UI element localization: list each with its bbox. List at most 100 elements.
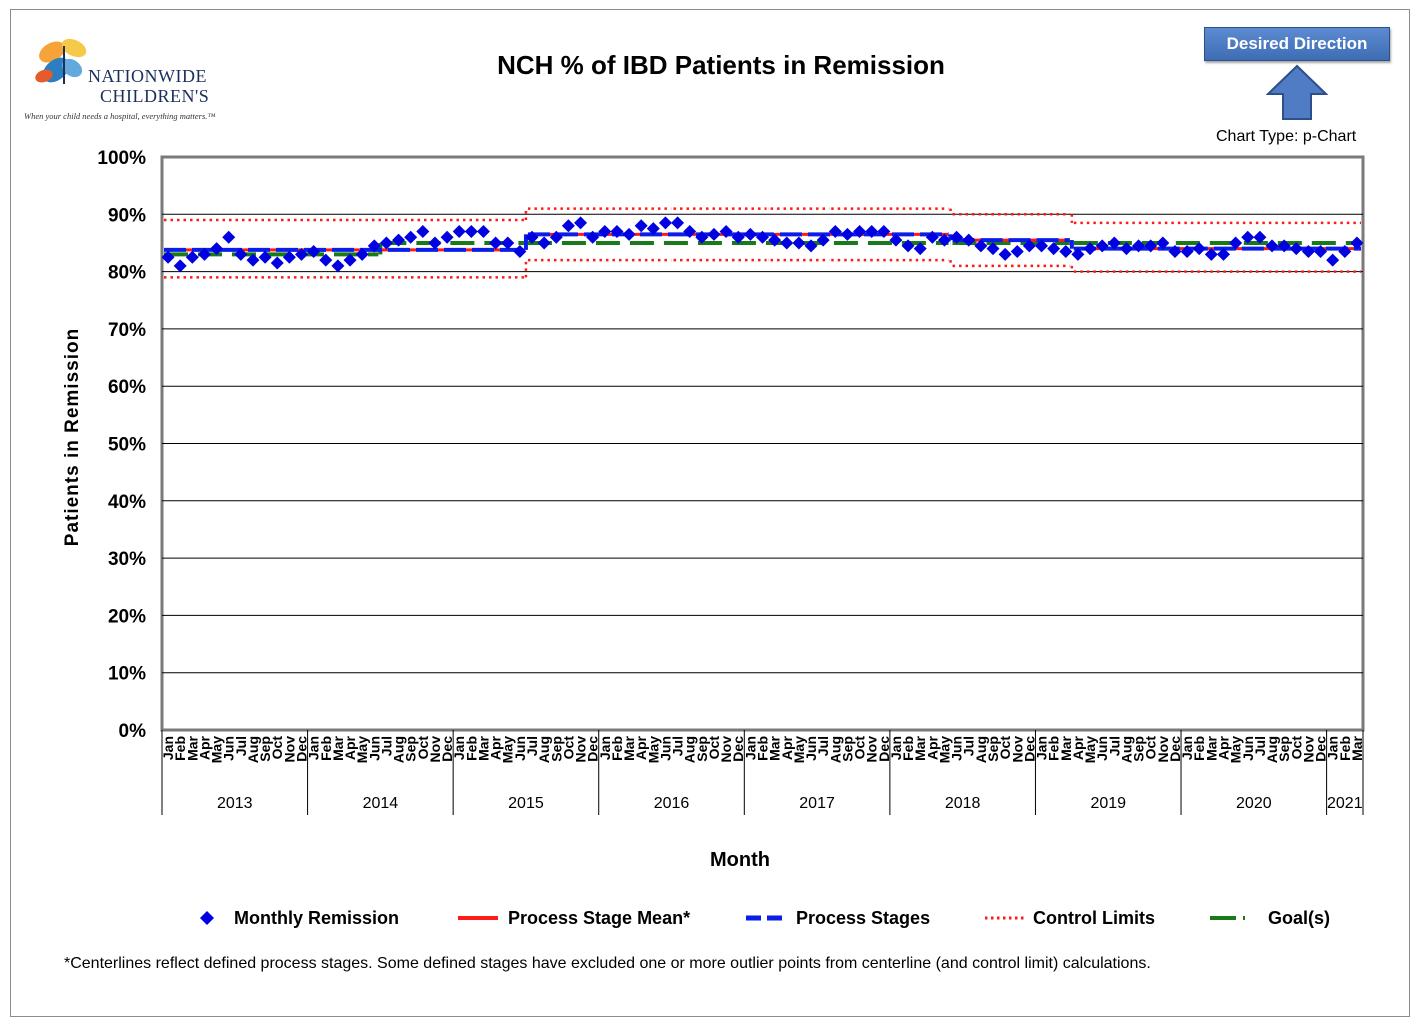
monthly-remission-point xyxy=(331,259,345,273)
x-tick-label: Nov xyxy=(718,736,734,763)
x-tick-label: May xyxy=(1228,736,1244,763)
monthly-remission-point xyxy=(319,253,333,267)
monthly-remission-point xyxy=(1216,247,1230,261)
x-tick-label: Aug xyxy=(973,736,989,763)
x-tick-label: Jan xyxy=(451,736,467,760)
monthly-remission-point xyxy=(962,233,976,247)
x-tick-label: Jan xyxy=(1179,736,1195,760)
y-tick-label: 70% xyxy=(108,320,146,341)
chart-title: NCH % of IBD Patients in Remission xyxy=(497,50,945,80)
x-tick-label: Oct xyxy=(852,736,868,760)
y-tick-label: 80% xyxy=(108,263,146,284)
monthly-remission-point xyxy=(1022,239,1036,253)
legend-goals: Goal(s) xyxy=(1208,905,1330,931)
y-tick-label: 60% xyxy=(108,377,146,398)
monthly-remission-point xyxy=(743,227,757,241)
x-tick-label: May xyxy=(209,736,225,763)
x-tick-label: Mar xyxy=(184,735,200,760)
monthly-remission-point xyxy=(1314,245,1328,259)
x-tick-label: Aug xyxy=(536,736,552,763)
footnote: *Centerlines reflect defined process sta… xyxy=(64,955,1151,972)
x-tick-label: Mar xyxy=(475,735,491,760)
monthly-remission-point xyxy=(780,236,794,250)
x-tick-label: Jul xyxy=(524,736,540,756)
x-tick-label: Mar xyxy=(1203,735,1219,760)
x-tick-label: Sep xyxy=(257,736,273,762)
x-tick-label: May xyxy=(936,736,952,763)
x-tick-label: Feb xyxy=(1191,736,1207,761)
monthly-remission-point xyxy=(707,227,721,241)
x-tick-label: Nov xyxy=(1009,736,1025,763)
x-tick-label: Feb xyxy=(609,736,625,761)
year-label: 2019 xyxy=(1090,795,1126,812)
x-tick-label: Aug xyxy=(682,736,698,763)
monthly-remission-point xyxy=(1168,245,1182,259)
monthly-remission-point xyxy=(307,245,321,259)
monthly-remission-point xyxy=(246,253,260,267)
x-tick-label: May xyxy=(791,736,807,763)
x-tick-label: Oct xyxy=(415,736,431,760)
monthly-remission-point xyxy=(416,224,430,238)
monthly-remission-point xyxy=(295,247,309,261)
monthly-remission-point xyxy=(695,230,709,244)
monthly-remission-point xyxy=(998,247,1012,261)
monthly-remission-point xyxy=(173,259,187,273)
monthly-remission-point xyxy=(1132,239,1146,253)
logo-tagline: When your child needs a hospital, everyt… xyxy=(24,111,216,121)
year-label: 2015 xyxy=(508,795,544,812)
x-tick-label: Jul xyxy=(815,736,831,756)
monthly-remission-point xyxy=(1338,245,1352,259)
butterfly-icon xyxy=(35,38,87,84)
year-label: 2016 xyxy=(654,795,690,812)
monthly-remission-point xyxy=(1204,247,1218,261)
x-tick-label: Dec xyxy=(294,736,310,762)
monthly-remission-point xyxy=(343,253,357,267)
monthly-remission-point xyxy=(270,256,284,270)
x-tick-label: Feb xyxy=(755,736,771,761)
monthly-remission-point xyxy=(489,236,503,250)
x-tick-label: Dec xyxy=(1167,736,1183,762)
year-label: 2013 xyxy=(217,795,253,812)
green-dash-dot-line-icon xyxy=(1210,916,1245,920)
monthly-remission-point xyxy=(1192,242,1206,256)
monthly-remission-point xyxy=(1144,239,1158,253)
monthly-remission-point xyxy=(197,247,211,261)
monthly-remission-point xyxy=(185,250,199,264)
x-tick-label: Aug xyxy=(1118,736,1134,763)
logo-name-line2: CHILDREN'S xyxy=(100,86,210,106)
x-tick-label: Jun xyxy=(1240,736,1256,761)
monthly-remission-point xyxy=(610,224,624,238)
blue-dashed-line-icon xyxy=(746,915,788,921)
x-tick-label: Jan xyxy=(1325,736,1341,760)
monthly-remission-point xyxy=(258,250,272,264)
x-tick-label: Feb xyxy=(463,736,479,761)
desired-direction-button[interactable]: Desired Direction xyxy=(1204,27,1390,61)
x-tick-label: Sep xyxy=(694,736,710,762)
monthly-remission-point xyxy=(1289,242,1303,256)
monthly-remission-point xyxy=(367,239,381,253)
year-label: 2021 xyxy=(1327,795,1363,812)
monthly-remission-point xyxy=(1180,245,1194,259)
monthly-remission-point xyxy=(901,239,915,253)
monthly-remission-point xyxy=(634,219,648,233)
chart-type-label: Chart Type: p-Chart xyxy=(1216,128,1357,145)
y-tick-label: 20% xyxy=(108,606,146,627)
monthly-remission-point xyxy=(476,224,490,238)
monthly-remission-point xyxy=(877,224,891,238)
monthly-remission-point xyxy=(768,233,782,247)
legend-label: Process Stage Mean* xyxy=(508,907,691,928)
monthly-remission-point xyxy=(937,233,951,247)
monthly-remission-point xyxy=(161,250,175,264)
monthly-remission-point xyxy=(574,216,588,230)
x-tick-label: Apr xyxy=(1215,735,1231,760)
monthly-remission-point xyxy=(658,216,672,230)
x-tick-label: Jun xyxy=(949,736,965,761)
x-tick-label: Jan xyxy=(888,736,904,760)
legend-control-limits: Control Limits xyxy=(983,905,1155,931)
x-tick-label: Mar xyxy=(621,735,637,760)
red-solid-line-icon xyxy=(458,916,498,920)
monthly-remission-point xyxy=(1301,245,1315,259)
x-tick-label: May xyxy=(500,736,516,763)
x-tick-label: Jul xyxy=(961,736,977,756)
x-tick-label: Apr xyxy=(1070,735,1086,760)
